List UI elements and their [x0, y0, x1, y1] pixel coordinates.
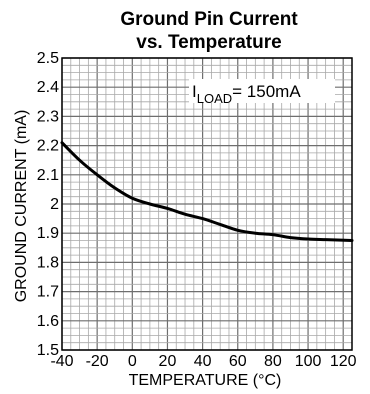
y-tick-label: 2 — [50, 196, 59, 213]
x-tick-label: 80 — [264, 353, 282, 370]
y-tick-label: 1.5 — [37, 342, 59, 359]
y-tick-label: 1.7 — [37, 284, 59, 301]
x-axis-label: TEMPERATURE (°C) — [129, 372, 282, 389]
x-tick-label: -40 — [50, 353, 73, 370]
y-tick-label: 2.3 — [37, 108, 59, 125]
plot-frame — [61, 57, 353, 351]
tick-labels: -40 -20 0 20 40 60 80 100 120 1.5 1.6 1.7 1.8 1.9 2 2.1… — [37, 50, 357, 370]
chart-title-line1: Ground Pin Current — [120, 9, 298, 30]
y-tick-label: 2.2 — [37, 138, 59, 155]
x-tick-label: -20 — [86, 353, 109, 370]
x-tick-label: 100 — [295, 353, 322, 370]
svg-text:ILOAD= 150mA: ILOAD= 150mA — [192, 82, 301, 106]
y-tick-label: 1.9 — [37, 225, 59, 242]
load-annotation-value: = 150mA — [232, 82, 301, 101]
x-tick-label: 120 — [330, 353, 357, 370]
series-line-ground-current — [60, 141, 354, 242]
y-tick-label: 2.4 — [37, 79, 59, 96]
chart-title-line2: vs. Temperature — [136, 32, 281, 53]
x-tick-label: 60 — [229, 353, 247, 370]
y-tick-label: 1.8 — [37, 254, 59, 271]
load-annotation-subscript: LOAD — [197, 91, 232, 106]
x-tick-label: 40 — [194, 353, 212, 370]
y-tick-label: 2.5 — [37, 50, 59, 67]
x-tick-label: 20 — [159, 353, 177, 370]
y-tick-label: 1.6 — [37, 313, 59, 330]
x-tick-label: 0 — [128, 353, 137, 370]
load-annotation-prefix: I — [192, 82, 197, 101]
y-axis-label: GROUND CURRENT (mA) — [13, 110, 30, 303]
y-tick-label: 2.1 — [37, 167, 59, 184]
load-annotation: ILOAD= 150mA — [189, 79, 335, 106]
load-annotation-box — [189, 79, 335, 103]
